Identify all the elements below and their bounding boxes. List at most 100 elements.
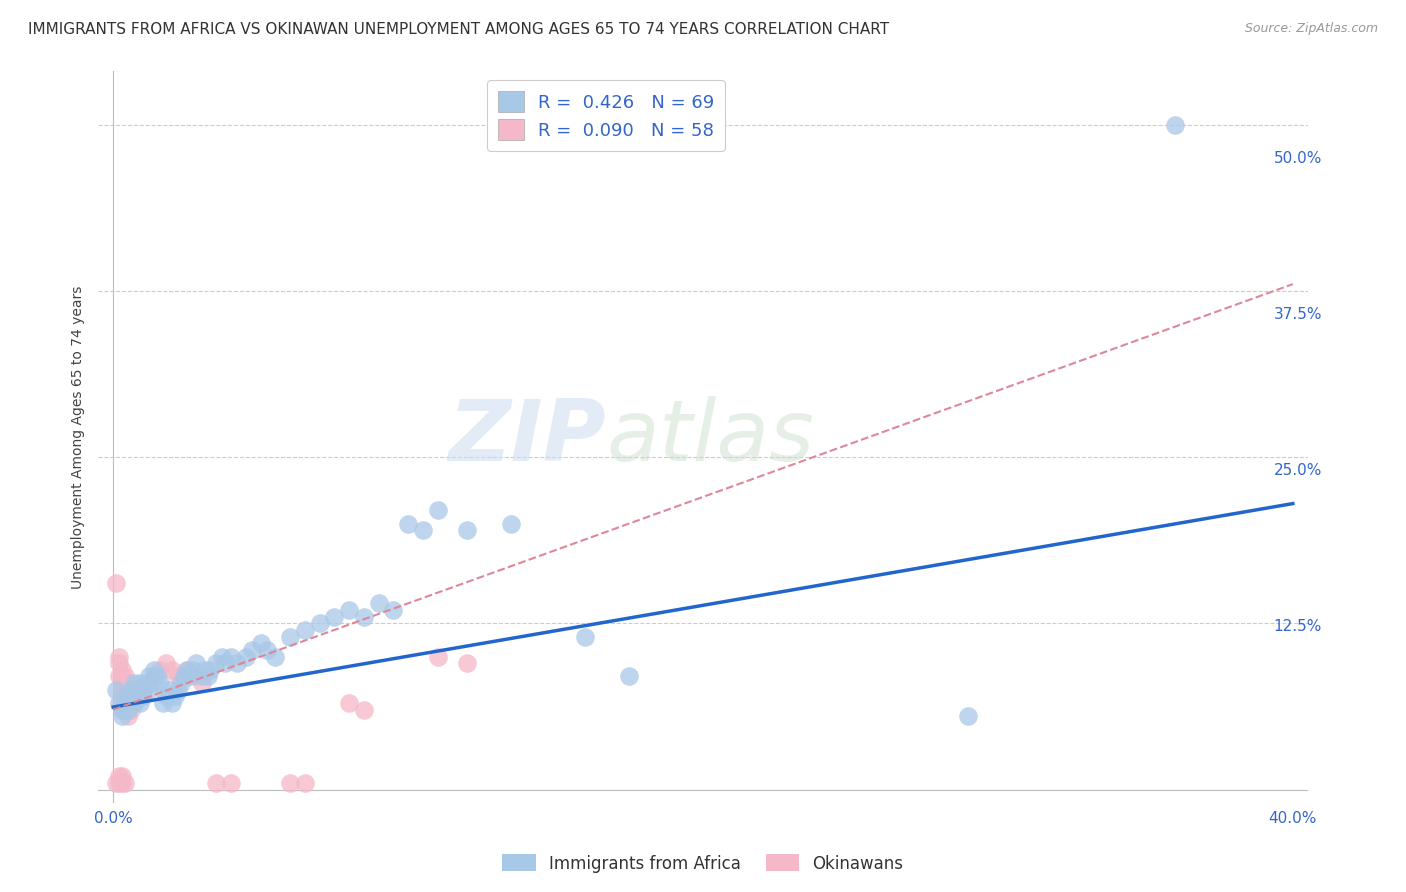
Point <box>180 681 202 695</box>
Point <box>188 699 211 714</box>
Point <box>257 668 280 682</box>
Point <box>194 681 217 695</box>
Point <box>337 631 360 645</box>
Point <box>391 693 413 707</box>
Point <box>204 681 226 695</box>
Point <box>186 681 208 695</box>
Point <box>191 706 214 720</box>
Legend: R =  0.426   N = 69, R =  0.090   N = 58: R = 0.426 N = 69, R = 0.090 N = 58 <box>515 116 752 186</box>
Point <box>221 662 243 676</box>
Point <box>186 768 208 782</box>
Point <box>204 687 226 701</box>
Point <box>194 687 217 701</box>
Point <box>186 662 208 676</box>
Point <box>191 693 214 707</box>
Point <box>188 693 211 707</box>
Point <box>242 668 264 682</box>
Point <box>323 649 346 664</box>
Point <box>391 606 413 620</box>
Point <box>252 668 274 682</box>
Point <box>180 768 202 782</box>
Point <box>290 656 312 670</box>
Text: ZIP: ZIP <box>475 409 633 492</box>
Point <box>221 674 243 689</box>
Point <box>201 674 224 689</box>
Point <box>188 668 211 682</box>
Point <box>218 668 240 682</box>
Point <box>215 662 238 676</box>
Point <box>311 637 333 651</box>
Point <box>191 674 214 689</box>
Point <box>496 531 519 545</box>
Point <box>201 693 224 707</box>
Point <box>191 699 214 714</box>
Point <box>337 768 360 782</box>
Point <box>209 681 232 695</box>
Text: Source: ZipAtlas.com: Source: ZipAtlas.com <box>1244 22 1378 36</box>
Point <box>180 581 202 595</box>
Point <box>186 706 208 720</box>
Point <box>271 768 294 782</box>
Point <box>188 693 211 707</box>
Point <box>183 693 205 707</box>
Point <box>215 668 238 682</box>
Point <box>263 668 285 682</box>
Point <box>236 681 259 695</box>
Point <box>183 649 205 664</box>
Text: IMMIGRANTS FROM AFRICA VS OKINAWAN UNEMPLOYMENT AMONG AGES 65 TO 74 YEARS CORREL: IMMIGRANTS FROM AFRICA VS OKINAWAN UNEMP… <box>28 22 889 37</box>
Point <box>188 687 211 701</box>
Point <box>252 656 274 670</box>
Point <box>191 699 214 714</box>
Point <box>284 649 307 664</box>
Point <box>418 599 440 614</box>
Point <box>197 681 219 695</box>
Point <box>183 656 205 670</box>
Point <box>183 768 205 782</box>
Point <box>271 656 294 670</box>
Point <box>430 606 453 620</box>
Point <box>204 681 226 695</box>
Point <box>200 687 222 701</box>
Point <box>225 656 247 670</box>
Point <box>245 662 267 676</box>
Point <box>247 668 270 682</box>
Point <box>1135 150 1157 164</box>
Point <box>949 706 972 720</box>
Point <box>188 687 211 701</box>
Point <box>225 687 247 701</box>
Point <box>197 674 219 689</box>
Text: atlas: atlas <box>633 409 841 492</box>
Point <box>249 662 271 676</box>
Point <box>183 668 205 682</box>
Point <box>228 681 250 695</box>
Point <box>212 674 235 689</box>
Point <box>209 668 232 682</box>
Point <box>443 524 465 539</box>
Point <box>197 693 219 707</box>
Point <box>200 687 222 701</box>
Point <box>186 674 208 689</box>
Point <box>266 662 288 676</box>
Point <box>194 681 217 695</box>
Point <box>224 693 246 707</box>
Y-axis label: Unemployment Among Ages 65 to 74 years: Unemployment Among Ages 65 to 74 years <box>70 299 84 602</box>
Point <box>186 687 208 701</box>
Point <box>186 699 208 714</box>
Point <box>457 531 479 545</box>
Point <box>298 649 321 664</box>
Legend: Immigrants from Africa, Okinawans: Immigrants from Africa, Okinawans <box>496 847 910 880</box>
Point <box>364 618 387 632</box>
Point <box>194 693 217 707</box>
Point <box>186 668 208 682</box>
Point <box>257 674 280 689</box>
Point <box>496 656 519 670</box>
Point <box>194 699 217 714</box>
Point <box>643 668 665 682</box>
Point <box>239 674 262 689</box>
Point <box>188 674 211 689</box>
Point <box>186 699 208 714</box>
Point <box>186 693 208 707</box>
Point <box>245 662 267 676</box>
Point <box>183 762 205 776</box>
Point <box>350 768 373 782</box>
